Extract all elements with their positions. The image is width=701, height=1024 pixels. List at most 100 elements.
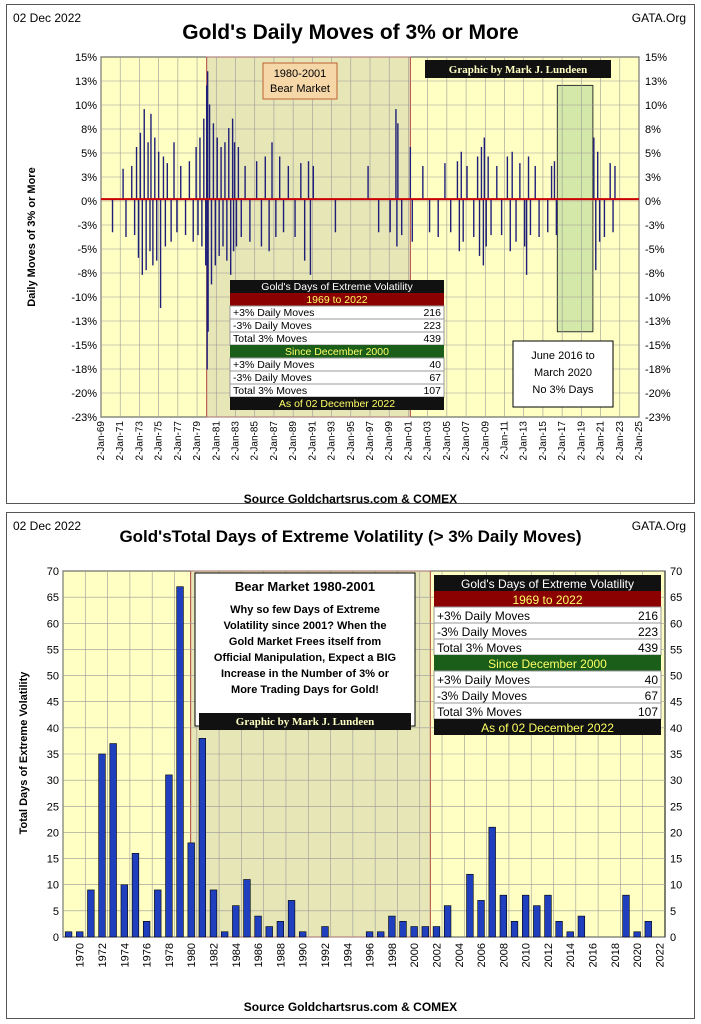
top-x-tick: 2-Jan-23 bbox=[615, 421, 626, 461]
top-table-row-value: 439 bbox=[423, 333, 441, 345]
bottom-y-tick-left: 5 bbox=[53, 906, 59, 918]
total-days-bar bbox=[365, 931, 374, 938]
total-days-bar bbox=[276, 921, 285, 938]
top-table-row-label: +3% Daily Moves bbox=[233, 307, 314, 319]
bottom-table-row-value: 439 bbox=[638, 641, 658, 655]
bear-note-line: Why so few Days of Extreme bbox=[230, 604, 380, 616]
bottom-y-tick-right: 20 bbox=[670, 827, 682, 839]
bottom-x-tick: 1972 bbox=[97, 943, 109, 967]
top-y-tick-left: -13% bbox=[71, 316, 97, 328]
top-y-tick-right: -13% bbox=[645, 316, 671, 328]
top-y-tick-right: -23% bbox=[645, 412, 671, 424]
top-x-tick: 2-Jan-13 bbox=[519, 421, 530, 461]
bottom-y-tick-right: 30 bbox=[670, 775, 682, 787]
bottom-table-title-bg bbox=[434, 575, 661, 591]
bear-note-title: Bear Market 1980-2001 bbox=[235, 579, 375, 594]
total-days-bar bbox=[510, 921, 519, 938]
top-y-tick-left: -18% bbox=[71, 364, 97, 376]
bottom-table-row-value: 216 bbox=[638, 609, 658, 623]
top-y-tick-right: 8% bbox=[645, 124, 661, 136]
bottom-table-row-label: +3% Daily Moves bbox=[437, 609, 530, 623]
bottom-y-tick-right: 15 bbox=[670, 854, 682, 866]
top-y-tick-left: -3% bbox=[77, 220, 97, 232]
bottom-x-ticks: 1970 1972 1974 1976 1978 1980 1982 1984 1986 1988… bbox=[75, 943, 667, 967]
bottom-y-tick-right: 60 bbox=[670, 618, 682, 630]
bottom-y-tick-right: 0 bbox=[670, 932, 676, 944]
bottom-credit-box bbox=[199, 713, 411, 730]
no3-note-line1: June 2016 to bbox=[531, 350, 595, 362]
top-credit-box bbox=[425, 60, 611, 78]
bottom-table-row-value: 67 bbox=[645, 689, 659, 703]
bottom-x-tick: 1990 bbox=[298, 943, 310, 967]
total-days-bar bbox=[198, 738, 206, 938]
total-days-bar bbox=[265, 926, 273, 938]
bottom-table-row-label: Total 3% Moves bbox=[437, 705, 522, 719]
total-days-bar bbox=[154, 889, 162, 938]
total-days-bar bbox=[577, 915, 586, 938]
top-x-tick: 2-Jan-87 bbox=[269, 421, 280, 461]
bottom-table-period2: Since December 2000 bbox=[488, 657, 607, 671]
top-x-tick: 2-Jan-85 bbox=[250, 421, 261, 461]
top-source: Source Goldchartsrus.com & COMEX bbox=[243, 492, 458, 506]
total-days-bar bbox=[566, 931, 574, 938]
bottom-x-tick: 1984 bbox=[231, 943, 243, 967]
total-days-bar bbox=[287, 900, 296, 938]
bottom-y-tick-left: 40 bbox=[47, 723, 59, 735]
top-x-tick: 2-Jan-21 bbox=[596, 421, 607, 461]
bottom-x-tick: 2000 bbox=[409, 943, 421, 967]
bottom-x-tick: 1996 bbox=[365, 943, 377, 967]
total-days-bar bbox=[432, 926, 441, 938]
total-days-bar bbox=[209, 889, 218, 938]
top-x-tick: 2-Jan-05 bbox=[442, 421, 453, 461]
bottom-credit: Graphic by Mark J. Lundeen bbox=[236, 716, 374, 728]
bottom-date: 02 Dec 2022 bbox=[13, 519, 82, 533]
top-table-period1: 1969 to 2022 bbox=[306, 294, 367, 306]
top-x-tick: 2-Jan-19 bbox=[576, 421, 587, 461]
bottom-table-asof: As of 02 December 2022 bbox=[481, 721, 614, 735]
daily-moves-panel: 02 Dec 2022 GATA.Org Gold's Daily Moves … bbox=[6, 4, 695, 506]
bottom-y-tick-left: 70 bbox=[47, 566, 59, 578]
top-table-row-value: 107 bbox=[423, 385, 441, 397]
bottom-x-tick: 2018 bbox=[610, 943, 622, 967]
total-days-bar bbox=[622, 894, 630, 938]
top-table-row-label: +3% Daily Moves bbox=[233, 359, 314, 371]
bottom-x-tick: 1974 bbox=[119, 943, 131, 967]
total-days-bar bbox=[176, 586, 184, 938]
total-days-bar bbox=[499, 894, 507, 938]
bottom-brand: GATA.Org bbox=[631, 519, 686, 533]
bottom-y-tick-left: 20 bbox=[47, 827, 59, 839]
total-days-bar bbox=[87, 889, 95, 938]
top-y-tick-right: 0% bbox=[645, 196, 661, 208]
bottom-y-tick-right: 35 bbox=[670, 749, 682, 761]
top-y-tick-left: 10% bbox=[75, 100, 97, 112]
total-days-panel: 02 Dec 2022 GATA.Org Gold'sTotal Days of… bbox=[6, 512, 695, 1019]
bottom-x-tick: 2002 bbox=[431, 943, 443, 967]
daily-moves-chart: 15% 13% 10% 8% 5% 3% 0% -3% -5% -8% -10% -13% -15% -1… bbox=[26, 52, 671, 461]
top-x-tick: 2-Jan-91 bbox=[307, 421, 318, 461]
bottom-y-tick-right: 10 bbox=[670, 880, 682, 892]
bottom-x-tick: 2012 bbox=[543, 943, 555, 967]
total-days-bar bbox=[377, 931, 385, 938]
top-y-tick-left: -8% bbox=[77, 268, 97, 280]
bottom-x-tick: 2020 bbox=[632, 943, 644, 967]
top-y-tick-right: -18% bbox=[645, 364, 671, 376]
total-days-bar bbox=[321, 926, 329, 938]
bear-label-line1: 1980-2001 bbox=[274, 68, 327, 80]
bottom-x-tick: 1988 bbox=[275, 943, 287, 967]
total-days-bar bbox=[533, 905, 541, 938]
top-gridlines bbox=[100, 56, 640, 418]
top-y-tick-right: 10% bbox=[645, 100, 667, 112]
bear-note-text: Why so few Days of Extreme Volatility sin… bbox=[214, 604, 396, 696]
top-table-title-bg bbox=[230, 280, 444, 293]
top-y-tick-left: 8% bbox=[81, 124, 97, 136]
top-x-tick: 2-Jan-75 bbox=[154, 421, 165, 461]
total-days-bar bbox=[410, 926, 418, 938]
top-x-tick: 2-Jan-95 bbox=[346, 421, 357, 461]
total-days-bar bbox=[120, 884, 128, 938]
top-x-tick: 2-Jan-73 bbox=[134, 421, 145, 461]
bear-note-line: Increase in the Number of 3% or bbox=[221, 668, 390, 680]
total-days-bar bbox=[98, 753, 106, 938]
top-table-period2: Since December 2000 bbox=[285, 346, 389, 358]
bottom-x-tick: 1998 bbox=[387, 943, 399, 967]
bear-note-line: Volatility since 2001? When the bbox=[223, 620, 386, 632]
